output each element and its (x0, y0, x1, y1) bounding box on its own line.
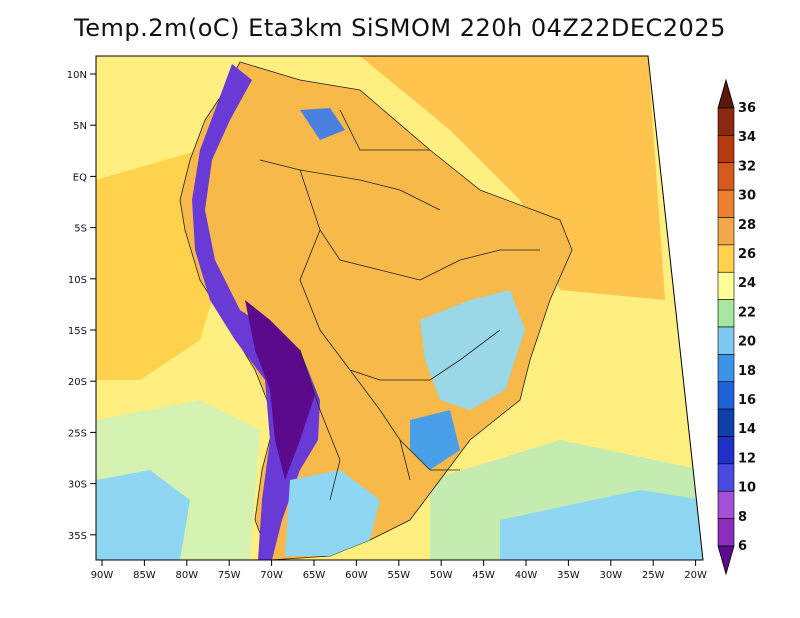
lat-tick-label: 10N (67, 70, 87, 81)
colorbar: 36 34 32 30 28 26 24 22 20 18 16 14 12 10 8 6 (717, 78, 756, 576)
warm-atlantic-region (360, 56, 665, 300)
lon-tick-label: 60W (345, 570, 368, 581)
colorbar-label: 32 (738, 159, 756, 174)
country-borders (259, 109, 540, 501)
colorbar-max-triangle (717, 78, 735, 109)
lat-tick-label: 15S (68, 326, 87, 337)
lon-tick-label: 80W (175, 570, 198, 581)
colorbar-label: 18 (738, 364, 756, 379)
cold-south-atlantic-region (500, 490, 703, 560)
colorbar-bin (717, 217, 735, 246)
colorbar-label: 28 (738, 218, 756, 233)
colorbar-min-triangle (717, 545, 735, 576)
colorbar-bin (717, 381, 735, 410)
colorbar-bin (717, 299, 735, 328)
patagonia-cool (285, 470, 380, 556)
lat-tick-label: 20S (68, 377, 87, 388)
colorbar-bin (717, 436, 735, 465)
lon-tick-label: 35W (557, 570, 580, 581)
lat-tick-label: 10S (68, 275, 87, 286)
colorbar-label: 10 (738, 481, 756, 496)
colorbar-bin (717, 490, 735, 519)
colorbar-label: 8 (738, 510, 747, 525)
colorbar-label: 22 (738, 305, 756, 320)
colorbar-bin (717, 271, 735, 300)
latitude-axis: 10N 5N EQ 5S 10S 15S 20S 25S 30S 35S (67, 70, 96, 542)
lat-tick-label: 5S (74, 224, 87, 235)
colorbar-bin (717, 326, 735, 355)
colorbar-label: 30 (738, 189, 756, 204)
lat-tick-label: 25S (68, 428, 87, 439)
lon-tick-label: 75W (218, 570, 241, 581)
colorbar-label: 12 (738, 451, 756, 466)
lon-tick-label: 45W (472, 570, 495, 581)
colorbar-bin (717, 518, 735, 547)
cold-south-pacific-region (96, 470, 190, 560)
lat-tick-label: EQ (73, 172, 87, 183)
andes-coldest-core (245, 300, 315, 480)
lon-tick-label: 90W (91, 570, 114, 581)
colorbar-bin (717, 244, 735, 273)
lon-tick-label: 40W (515, 570, 538, 581)
colorbar-label: 34 (738, 130, 756, 145)
colorbar-bin (717, 463, 735, 492)
lon-tick-label: 70W (260, 570, 283, 581)
lat-tick-label: 5N (73, 121, 87, 132)
lon-tick-label: 25W (642, 570, 665, 581)
lon-tick-label: 20W (684, 570, 707, 581)
lat-tick-label: 35S (68, 531, 87, 542)
map-title: Temp.2m(oC) Eta3km SiSMOM 220h 04Z22DEC2… (74, 14, 726, 42)
colorbar-label: 14 (738, 422, 756, 437)
colorbar-bin (717, 354, 735, 383)
colorbar-label: 24 (738, 276, 756, 291)
guiana-highlands (300, 108, 345, 140)
colorbar-bin (717, 408, 735, 437)
map-frame (95, 55, 704, 561)
colorbar-label: 20 (738, 335, 756, 350)
colorbar-bin (717, 135, 735, 164)
colorbar-label: 36 (738, 101, 756, 116)
lon-tick-label: 65W (303, 570, 326, 581)
colorbar-bin (717, 162, 735, 191)
brazil-highlands (420, 290, 525, 410)
lat-tick-label: 30S (68, 480, 87, 491)
lon-tick-label: 30W (599, 570, 622, 581)
colorbar-label: 6 (738, 539, 747, 554)
longitude-axis: 90W 85W 80W 75W 70W 65W 60W 55W 50W 45W 40W 35W 30W 2… (91, 560, 707, 581)
colorbar-bin (717, 107, 735, 136)
lon-tick-label: 50W (430, 570, 453, 581)
temperature-field (96, 56, 703, 560)
colorbar-label: 16 (738, 393, 756, 408)
southern-highlands (410, 410, 460, 470)
colorbar-bin (717, 189, 735, 218)
lon-tick-label: 85W (133, 570, 156, 581)
lon-tick-label: 55W (387, 570, 410, 581)
colorbar-label: 26 (738, 247, 756, 262)
